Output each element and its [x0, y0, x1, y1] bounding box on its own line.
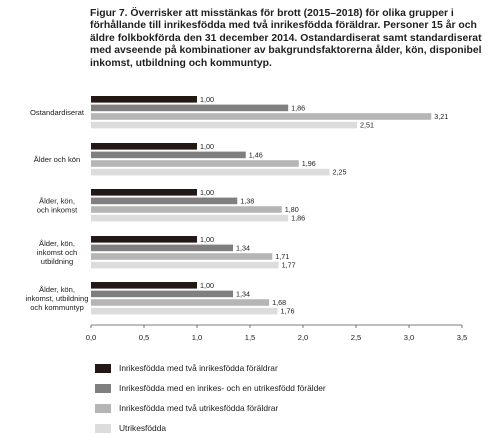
x-tick-label: 1,0 [192, 333, 203, 342]
x-axis: 0,0 0,5 1,0 1,5 2,0 2,5 3,0 3,5 [86, 324, 468, 342]
bar [91, 290, 234, 298]
bar-value-label: 1,00 [200, 281, 214, 290]
legend-label: Inrikesfödda med två inrikesfödda föräld… [119, 363, 278, 373]
bar [91, 113, 432, 120]
bar-value-label: 1,38 [240, 197, 254, 206]
legend-swatch [95, 403, 111, 413]
bar [91, 244, 234, 252]
legend-item: Inrikesfödda med en inrikes- och en utri… [95, 381, 326, 395]
bar-value-label: 1,00 [200, 95, 214, 104]
bar [91, 307, 278, 315]
bar-value-label: 1,77 [282, 261, 296, 270]
value-labels-layer: 1,00 1,86 3,21 2,51 1,00 1,46 1,96 2,25 1,00 1,38… [200, 95, 448, 316]
legend-label: Inrikesfödda med en inrikes- och en utri… [119, 383, 326, 393]
bar [91, 206, 282, 213]
x-tick-label: 3,0 [404, 333, 415, 342]
legend-item: Utrikesfödda [95, 421, 166, 435]
bar-value-label: 1,68 [272, 298, 286, 307]
category-label: Ostandardiserat [30, 108, 85, 117]
bar-value-label: 1,86 [291, 104, 305, 113]
bar [91, 299, 270, 306]
x-tick-label: 0,5 [139, 333, 150, 342]
category-label: Ålder och kön [34, 155, 80, 164]
x-tick-label: 3,5 [457, 333, 468, 342]
category-label: Ålder, kön, [39, 197, 75, 206]
bar-value-label: 1,00 [200, 188, 214, 197]
bar [91, 261, 279, 269]
bar [91, 189, 197, 196]
bar [91, 197, 238, 205]
bar [91, 96, 197, 103]
category-label: inkomst och [37, 248, 78, 257]
bar-value-label: 1,71 [275, 252, 289, 261]
legend-label: Utrikesfödda [119, 423, 167, 433]
category-label: och kommuntyp [30, 303, 84, 312]
bar-value-label: 1,96 [302, 159, 316, 168]
bars-layer [91, 96, 432, 315]
chart-title: Figur 7. Överrisker att misstänkas för b… [90, 8, 482, 69]
category-label: utbildning [41, 257, 74, 266]
bar [91, 104, 289, 112]
category-label: Ålder, kön, [39, 285, 75, 294]
bar [91, 143, 197, 150]
x-tick-label: 2,0 [298, 333, 309, 342]
bar-value-label: 1,34 [236, 290, 250, 299]
bar [91, 236, 197, 243]
bar-value-label: 3,21 [434, 112, 448, 121]
bar [91, 214, 289, 222]
x-tick-label: 0,0 [86, 333, 97, 342]
bar [91, 121, 358, 129]
bar-value-label: 2,51 [360, 121, 374, 130]
bar-value-label: 1,76 [281, 307, 295, 316]
legend-item: Inrikesfödda med två utrikesfödda föräld… [95, 401, 278, 415]
category-label: inkomst, utbildning [26, 294, 89, 303]
bar-value-label: 2,25 [333, 168, 347, 177]
x-tick-label: 1,5 [245, 333, 256, 342]
x-tick-label: 2,5 [351, 333, 362, 342]
bar-value-label: 1,46 [249, 151, 263, 160]
bar [91, 168, 330, 176]
bar [91, 282, 197, 289]
legend-item: Inrikesfödda med två inrikesfödda föräld… [95, 361, 278, 375]
category-label: Ålder, kön, [39, 239, 75, 248]
category-label: och inkomst [37, 205, 78, 214]
bar-value-label: 1,00 [200, 142, 214, 151]
bar-value-label: 1,34 [236, 244, 250, 253]
legend-swatch [95, 363, 111, 373]
bar-value-label: 1,80 [285, 205, 299, 214]
legend-label: Inrikesfödda med två utrikesfödda föräld… [119, 403, 279, 413]
bar-value-label: 1,00 [200, 235, 214, 244]
bar [91, 160, 299, 167]
legend-swatch [95, 383, 111, 393]
legend-swatch [95, 423, 111, 433]
bar-value-label: 1,86 [291, 214, 305, 223]
bar [91, 151, 246, 159]
bar [91, 253, 273, 260]
